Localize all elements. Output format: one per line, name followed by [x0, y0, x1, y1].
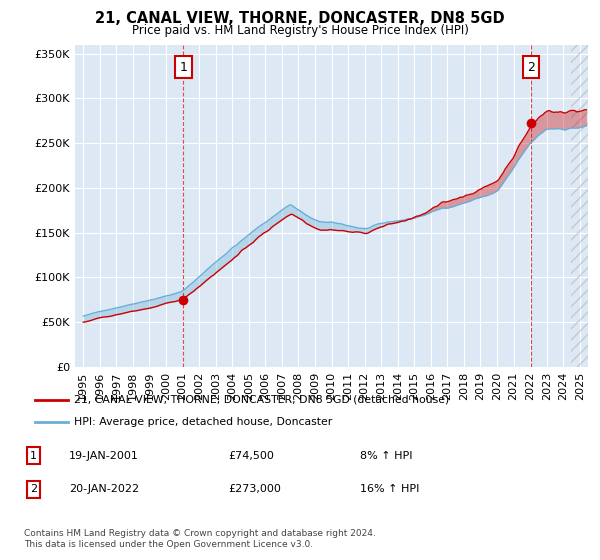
Bar	[571, 45, 588, 367]
Text: 1: 1	[30, 451, 37, 461]
Text: Contains HM Land Registry data © Crown copyright and database right 2024.
This d: Contains HM Land Registry data © Crown c…	[24, 529, 376, 549]
Text: HPI: Average price, detached house, Doncaster: HPI: Average price, detached house, Donc…	[74, 417, 332, 427]
Text: £273,000: £273,000	[228, 484, 281, 494]
Text: 19-JAN-2001: 19-JAN-2001	[69, 451, 139, 461]
Text: 21, CANAL VIEW, THORNE, DONCASTER, DN8 5GD (detached house): 21, CANAL VIEW, THORNE, DONCASTER, DN8 5…	[74, 395, 449, 405]
Text: £74,500: £74,500	[228, 451, 274, 461]
Text: 8% ↑ HPI: 8% ↑ HPI	[360, 451, 413, 461]
Text: 1: 1	[179, 60, 187, 74]
Text: 2: 2	[527, 60, 535, 74]
Text: Price paid vs. HM Land Registry's House Price Index (HPI): Price paid vs. HM Land Registry's House …	[131, 24, 469, 36]
Text: 16% ↑ HPI: 16% ↑ HPI	[360, 484, 419, 494]
Text: 21, CANAL VIEW, THORNE, DONCASTER, DN8 5GD: 21, CANAL VIEW, THORNE, DONCASTER, DN8 5…	[95, 11, 505, 26]
Text: 2: 2	[30, 484, 37, 494]
Text: 20-JAN-2022: 20-JAN-2022	[69, 484, 139, 494]
